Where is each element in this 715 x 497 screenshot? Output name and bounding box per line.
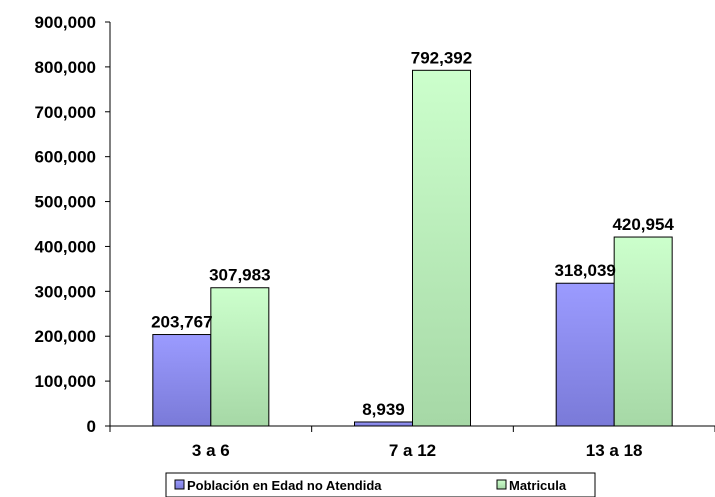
data-label: 203,767 <box>151 313 212 332</box>
data-label: 792,392 <box>411 48 472 67</box>
y-tick-label: 600,000 <box>35 148 96 167</box>
legend-label: Población en Edad no Atendida <box>187 478 382 493</box>
y-tick-label: 0 <box>87 417 96 436</box>
bar-matricula-2 <box>613 236 673 427</box>
x-tick-label: 13 a 18 <box>586 441 643 460</box>
bar-poblacion-1 <box>354 421 413 427</box>
data-label: 318,039 <box>554 261 615 280</box>
x-tick-label: 7 a 12 <box>389 441 436 460</box>
bar-poblacion-2 <box>555 282 615 427</box>
y-tick-label: 300,000 <box>35 282 96 301</box>
labels-group: 203,767 307,983 3 a 6 8,939 792,392 7 a 12 318… <box>35 13 675 460</box>
legend-label: Matricula <box>509 478 567 493</box>
data-label: 307,983 <box>209 266 270 285</box>
y-tick-label: 100,000 <box>35 372 96 391</box>
y-tick-label: 700,000 <box>35 103 96 122</box>
y-tick-label: 900,000 <box>35 13 96 32</box>
data-label: 420,954 <box>612 215 674 234</box>
bar-poblacion-0 <box>152 334 212 427</box>
bar-matricula-1 <box>412 69 471 427</box>
data-label: 8,939 <box>362 400 405 419</box>
bar-matricula-0 <box>210 287 270 427</box>
y-tick-label: 400,000 <box>35 237 96 256</box>
y-tick-label: 200,000 <box>35 327 96 346</box>
legend-box <box>165 472 596 497</box>
bars-group <box>152 69 673 427</box>
legend-swatch <box>496 479 507 490</box>
y-tick-label: 800,000 <box>35 58 96 77</box>
axes-group <box>105 21 715 432</box>
x-tick-label: 3 a 6 <box>192 441 230 460</box>
legend-swatch <box>174 479 185 490</box>
legend: Población en Edad no Atendida Matricula <box>165 472 596 497</box>
y-tick-label: 500,000 <box>35 193 96 212</box>
